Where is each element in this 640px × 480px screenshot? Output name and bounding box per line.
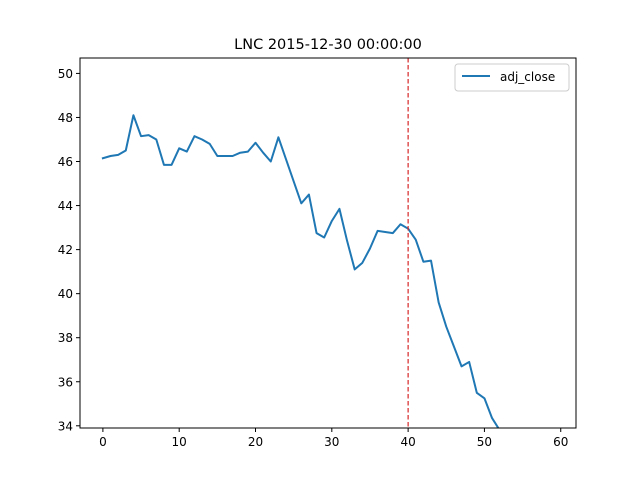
- series-line-adj-close: [101, 114, 500, 428]
- x-axis: 0 10 20 30 40 50 60: [99, 428, 568, 449]
- y-tick-label: 46: [58, 155, 73, 169]
- y-axis: 34 36 38 40 42 44 46 48 50: [58, 67, 80, 433]
- y-tick-label: 40: [58, 287, 73, 301]
- legend: adj_close: [454, 63, 570, 92]
- y-tick-label: 42: [58, 243, 73, 257]
- y-tick-label: 34: [58, 419, 73, 433]
- x-tick-label: 60: [553, 435, 568, 449]
- x-tick-label: 40: [400, 435, 415, 449]
- x-tick-label: 30: [324, 435, 339, 449]
- x-tick-label: 20: [248, 435, 263, 449]
- x-tick-label: 10: [172, 435, 187, 449]
- x-tick-label: 0: [99, 435, 107, 449]
- y-tick-label: 48: [58, 111, 73, 125]
- plot-area: [101, 58, 500, 428]
- chart-title: LNC 2015-12-30 00:00:00: [234, 37, 422, 53]
- y-tick-label: 36: [58, 375, 73, 389]
- legend-box: [454, 63, 570, 92]
- x-tick-label: 50: [477, 435, 492, 449]
- y-tick-label: 38: [58, 331, 73, 345]
- legend-label-adj-close: adj_close: [500, 70, 555, 84]
- y-tick-label: 44: [58, 199, 73, 213]
- plot-frame: [79, 57, 577, 429]
- y-tick-label: 50: [58, 67, 73, 81]
